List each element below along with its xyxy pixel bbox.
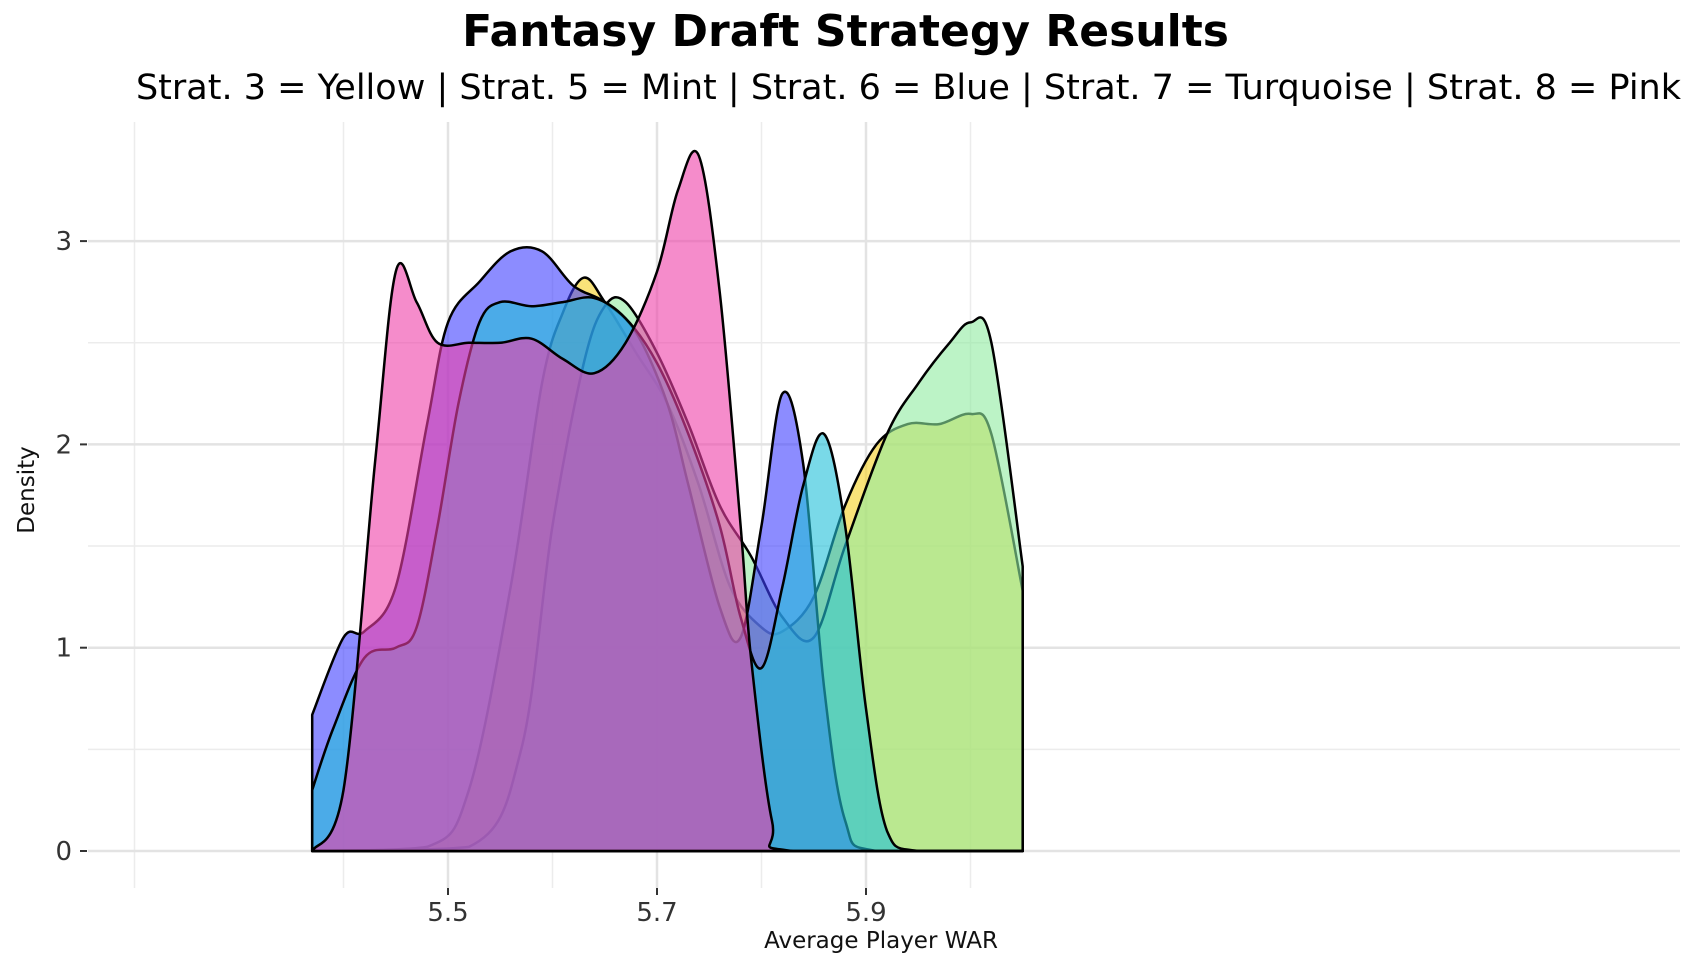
y-tick-label: 1 [55, 634, 72, 664]
y-axis-ticks: 0 1 2 3 [55, 227, 87, 867]
y-tick-label: 3 [55, 227, 72, 257]
chart-title: Fantasy Draft Strategy Results [462, 6, 1229, 57]
x-tick-label: 5.7 [636, 898, 677, 928]
y-axis-title: Density [14, 446, 40, 533]
x-tick-label: 5.5 [427, 898, 468, 928]
chart-subtitle: Strat. 3 = Yellow | Strat. 5 = Mint | St… [135, 68, 1681, 108]
density-area-pink [310, 149, 1024, 853]
y-tick-label: 0 [55, 837, 72, 867]
y-tick-label: 2 [55, 430, 72, 460]
density-areas [310, 149, 1024, 853]
x-tick-label: 5.9 [845, 898, 886, 928]
x-axis-ticks: 5.5 5.7 5.9 [427, 888, 887, 928]
x-axis-title: Average Player WAR [764, 928, 998, 954]
